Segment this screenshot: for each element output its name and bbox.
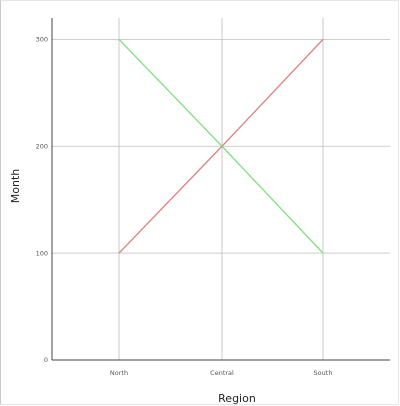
y-axis-label: Month: [9, 169, 22, 204]
x-axis-label: Region: [218, 392, 256, 405]
series-line-2: [118, 38, 324, 254]
axes: [51, 18, 390, 361]
y-tick-label: 0: [44, 356, 48, 364]
x-tick-label: North: [110, 369, 128, 377]
y-tick-label: 300: [36, 36, 48, 44]
grid-lines: [52, 18, 390, 360]
data-series: [118, 38, 324, 254]
x-tick-label: Central: [210, 369, 234, 377]
x-tick-label: South: [314, 369, 333, 377]
y-tick-label: 200: [36, 142, 48, 150]
y-tick-label: 100: [36, 249, 48, 257]
x-tick-labels: North Central South: [110, 369, 333, 377]
y-tick-labels: 0 100 200 300: [36, 36, 48, 365]
